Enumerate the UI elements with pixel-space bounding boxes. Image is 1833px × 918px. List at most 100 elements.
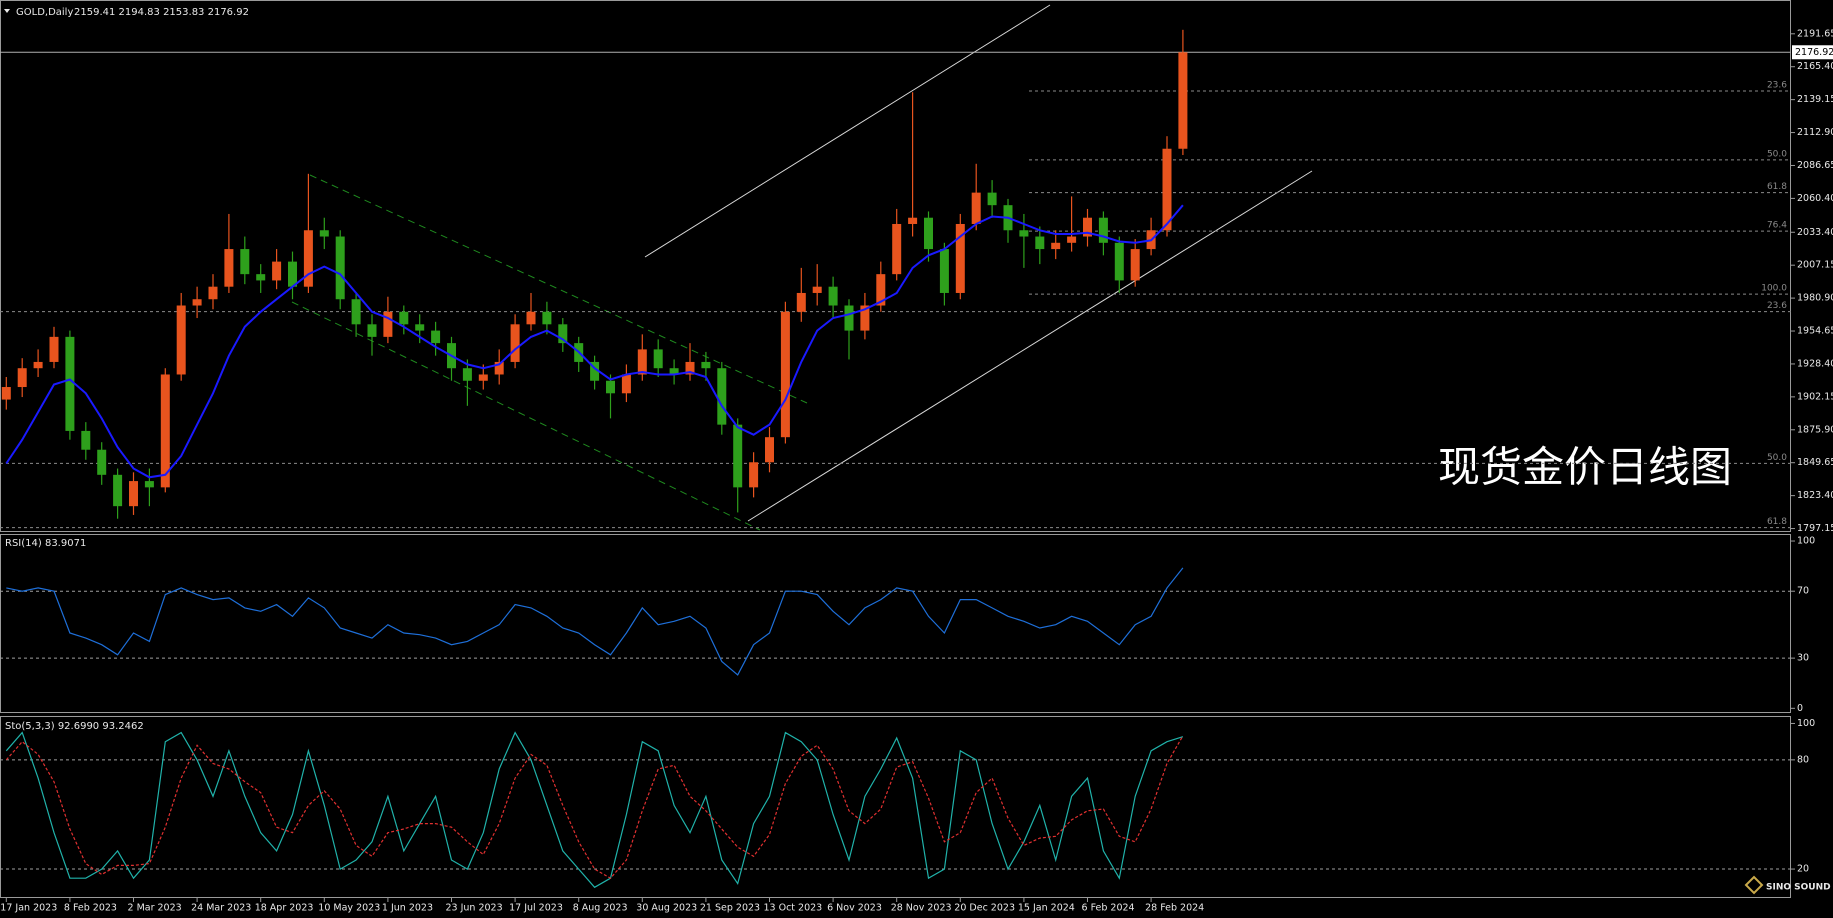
candle-body [97,449,107,475]
candle-body [669,368,679,375]
candle-body [955,223,965,293]
candle-body [383,311,393,337]
candle-body [685,361,695,375]
fib-label: 61.8 [1767,517,1787,527]
x-tick-label: 2 Mar 2023 [128,903,182,914]
candle-body [812,286,822,293]
y-tick-label: 1928.40 [1797,358,1833,369]
candle-body [1067,236,1077,243]
candle-body [494,361,504,375]
channel-line [291,301,761,531]
y-tick-label: 2033.40 [1797,227,1833,238]
candle-body [908,217,918,224]
candle-body [892,223,902,275]
candle-body [1,387,11,400]
candle-body [113,474,123,507]
candle-body [1051,242,1061,250]
candle-body [876,274,886,306]
candle-body [351,299,361,325]
candle-body [272,261,282,281]
y-tick-label: 1954.65 [1797,326,1833,337]
y-tick-label: 1823.40 [1797,490,1833,501]
candle-body [17,368,27,388]
candle-body [1019,230,1029,237]
y-tick-label: 1797.15 [1797,523,1833,534]
candle-body [717,368,727,425]
annotation: 现货金价日线图 [1438,443,1732,492]
candle-body [303,230,313,287]
y-tick-label: 2060.40 [1797,193,1833,204]
y-tick-label: 70 [1797,586,1809,597]
candle-body [939,249,949,293]
candle-body [749,462,759,488]
candle-body [288,261,297,287]
x-tick-label: 15 Jan 2024 [1018,903,1075,914]
candle-body [192,299,202,306]
y-tick-label: 100 [1797,536,1815,547]
x-tick-label: 1 Jun 2023 [382,903,433,914]
candle-body [49,336,59,362]
candle-body [81,430,91,450]
candle-body [208,286,218,300]
x-tick-label: 28 Feb 2024 [1145,903,1204,914]
last-price-tag [1792,45,1833,60]
fib-label: 76.4 [1767,221,1787,231]
candle-body [33,361,43,369]
candle-body [701,361,711,369]
candle-body [621,374,631,394]
y-tick-label: 2139.15 [1797,94,1833,105]
candle-body [415,324,425,331]
candle-body [765,437,774,463]
candle-body [367,324,377,337]
chart-title: GOLD,Daily [16,7,73,18]
indicator-line [5,731,1184,889]
candle-body [590,361,600,381]
y-tick-label: 2191.65 [1797,28,1833,39]
candle-body [733,424,743,488]
channel-line [309,174,808,404]
x-tick-label: 17 Jul 2023 [509,903,563,914]
candle-body [637,349,647,375]
y-tick-label: 1980.90 [1797,293,1833,304]
y-tick-label: 1875.90 [1797,424,1833,435]
candle-body [1035,236,1045,250]
fib-label: 50.0 [1767,149,1787,159]
y-tick-label: 0 [1797,703,1803,714]
fib-label: 23.6 [1767,301,1787,311]
frame [0,0,1791,898]
fib-label: 23.6 [1767,81,1787,91]
last-price-label: 2176.92 [1795,47,1833,58]
candle-body [65,336,75,431]
fib-label: 50.0 [1767,453,1787,463]
x-tick-label: 24 Mar 2023 [191,903,251,914]
x-tick-label: 20 Dec 2023 [954,903,1015,914]
candle-body [478,374,488,381]
candle-body [399,311,409,325]
x-tick-label: 21 Sep 2023 [700,903,760,914]
candle-body [606,380,615,394]
candle-body [1114,242,1124,281]
y-tick-label: 2165.40 [1797,61,1833,72]
x-tick-label: 28 Nov 2023 [891,903,952,914]
candle-body [780,311,790,438]
candle-body [971,192,981,224]
logo-icon [1744,875,1764,895]
candle-body [176,305,186,375]
candle-body [526,311,536,325]
x-tick-label: 6 Nov 2023 [827,903,882,914]
candle-body [129,481,138,507]
x-tick-label: 17 Jan 2023 [0,903,57,914]
rsi-title: RSI(14) 83.9071 [5,538,86,549]
candle-body [796,292,806,312]
fib-label: 100.0 [1761,284,1787,294]
ohlc-label: 2159.41 2194.83 2153.83 2176.92 [74,7,249,18]
rsi-panel [0,534,1791,713]
candle-body [828,286,838,306]
candle-body [335,236,345,300]
y-tick-label: 100 [1797,718,1815,729]
candle-body [924,217,933,250]
candle-body [144,481,154,488]
candle-body [319,230,329,237]
y-tick-label: 2112.90 [1797,127,1833,138]
x-tick-label: 18 Apr 2023 [255,903,314,914]
